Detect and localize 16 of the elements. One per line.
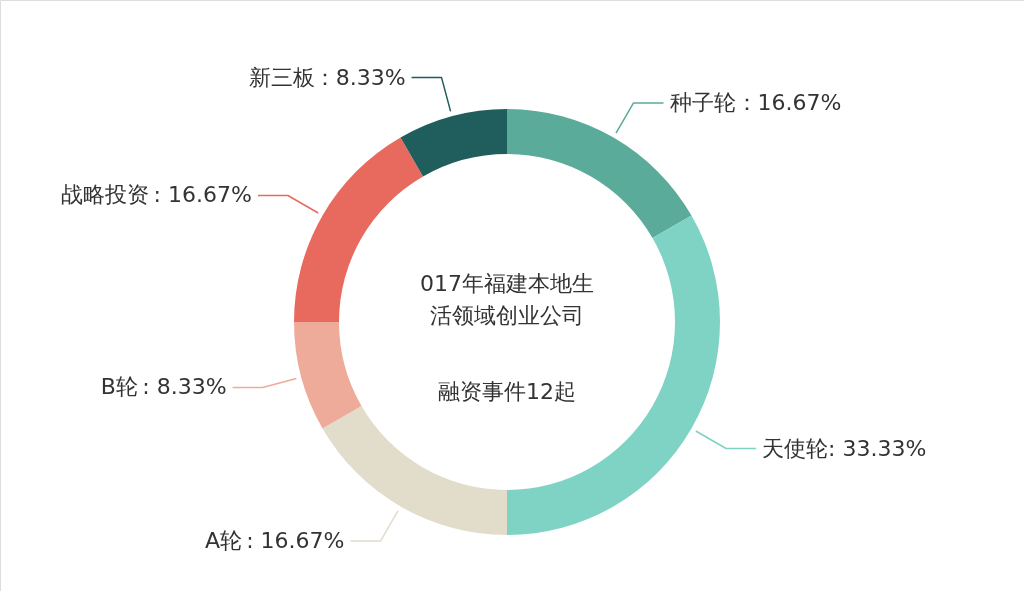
data-label: : 16.67% bbox=[246, 528, 345, 554]
data-label: ：16.67% bbox=[735, 89, 842, 115]
slice-label: 新三板 bbox=[249, 64, 316, 90]
data-label: : 16.67% bbox=[153, 182, 252, 208]
slice-label: 种子轮 bbox=[669, 89, 736, 115]
data-label: ：8.33% bbox=[313, 64, 406, 90]
slice-label: 战略投资 bbox=[61, 182, 150, 208]
slice-label: 天使轮 bbox=[762, 435, 829, 461]
slice-label: B轮 bbox=[100, 374, 138, 400]
data-label: : 8.33% bbox=[142, 374, 227, 400]
donut-slice bbox=[400, 109, 507, 177]
text: 融资事件12起 bbox=[438, 379, 576, 404]
data-label: : 33.33% bbox=[828, 435, 927, 461]
text: 017年福建本地生活领域创业公司 bbox=[420, 271, 594, 328]
donut-slice bbox=[294, 322, 362, 429]
slice-label: A轮 bbox=[204, 528, 242, 554]
